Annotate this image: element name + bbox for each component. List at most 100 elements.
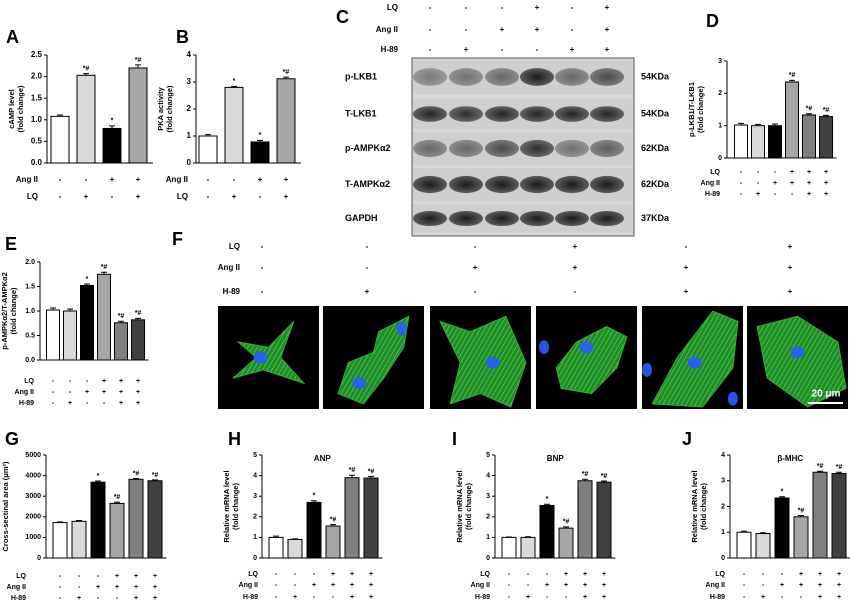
condition-name: H-89 <box>243 594 258 601</box>
y-tick-label: 1 <box>187 131 192 140</box>
blot-band <box>590 68 624 86</box>
condition-sign: - <box>207 175 210 184</box>
condition-sign: + <box>564 571 568 578</box>
condition-sign: + <box>583 594 587 601</box>
blot-band <box>590 140 624 157</box>
blot-band <box>520 140 554 157</box>
condition-sign: + <box>824 191 828 198</box>
significance-mark: * <box>313 493 316 500</box>
condition-sign: + <box>232 192 237 201</box>
condition-sign: + <box>77 595 81 602</box>
condition-sign: - <box>233 175 236 184</box>
condition-sign: + <box>583 582 587 589</box>
bar <box>110 503 124 558</box>
bar <box>103 128 121 163</box>
y-axis-label: Relative mRNA level <box>455 470 464 542</box>
bar <box>51 116 69 163</box>
condition-sign: + <box>136 400 140 407</box>
significance-mark: * <box>86 276 89 283</box>
significance-mark: *# <box>582 471 589 478</box>
condition-sign: - <box>571 25 574 34</box>
blot-row-label: p-AMPKα2 <box>345 143 391 153</box>
panel-letter: E <box>5 234 17 254</box>
y-tick-label: 2.5 <box>31 50 43 59</box>
condition-name: Ang II <box>7 584 26 591</box>
blot-band <box>485 106 519 122</box>
chart-title: ANP <box>314 454 332 463</box>
bar <box>769 126 782 158</box>
condition-sign: + <box>84 192 89 201</box>
bar <box>72 521 86 558</box>
y-tick-label: 0 <box>718 155 722 162</box>
y-tick-label: 3 <box>718 58 722 65</box>
micrograph <box>536 306 637 409</box>
condition-sign: - <box>685 242 688 251</box>
bar <box>502 537 516 558</box>
scale-bar-label: 20 μm <box>812 389 841 400</box>
condition-sign: + <box>119 400 123 407</box>
significance-mark: *# <box>806 106 813 113</box>
significance-mark: *# <box>789 72 796 79</box>
significance-mark: * <box>111 118 114 125</box>
condition-sign: - <box>261 263 264 272</box>
y-tick-label: 2.0 <box>25 259 35 266</box>
condition-sign: + <box>119 378 123 385</box>
panel-letter: A <box>6 27 19 47</box>
bar <box>735 125 748 158</box>
condition-sign: - <box>429 45 432 54</box>
y-tick-label: 4000 <box>25 472 41 479</box>
condition-sign: + <box>818 582 822 589</box>
condition-sign: + <box>115 584 119 591</box>
condition-sign: - <box>574 287 577 296</box>
y-tick-label: 1 <box>486 534 490 541</box>
blot-band <box>590 106 624 122</box>
condition-sign: + <box>526 594 530 601</box>
condition-sign: + <box>799 582 803 589</box>
y-tick-label: 2 <box>486 514 490 521</box>
y-axis-label: Cross-sectinal area (μm²) <box>1 461 10 552</box>
y-tick-label: 4 <box>187 50 192 59</box>
condition-sign: + <box>258 175 263 184</box>
condition-sign: + <box>331 571 335 578</box>
condition-sign: + <box>136 389 140 396</box>
condition-sign: + <box>331 582 335 589</box>
condition-sign: + <box>602 571 606 578</box>
y-tick-label: 1 <box>721 529 725 536</box>
condition-sign: + <box>134 584 138 591</box>
y-tick-label: 5000 <box>25 452 41 459</box>
y-tick-label: 4 <box>721 452 725 459</box>
condition-sign: + <box>790 169 794 176</box>
nucleus <box>253 352 267 364</box>
condition-sign: + <box>837 582 841 589</box>
significance-mark: *# <box>135 57 142 64</box>
condition-sign: - <box>501 45 504 54</box>
condition-sign: + <box>605 3 610 12</box>
y-axis-label: (fold change) <box>464 482 473 530</box>
condition-sign: - <box>501 3 504 12</box>
blot-size-label: 62KDa <box>641 143 670 153</box>
y-axis-label: PKA activity <box>156 86 165 130</box>
condition-sign: + <box>134 595 138 602</box>
y-tick-label: 0 <box>187 158 192 167</box>
significance-mark: * <box>259 132 262 139</box>
condition-sign: + <box>136 192 141 201</box>
blot-size-label: 54KDa <box>641 71 670 81</box>
y-axis-label: (fold change) <box>231 482 240 530</box>
bar <box>559 528 573 558</box>
condition-name: Ang II <box>706 582 725 589</box>
y-tick-label: 3 <box>721 478 725 485</box>
blot-band <box>449 211 483 226</box>
significance-mark: *# <box>330 516 337 523</box>
blot-band <box>413 106 447 122</box>
condition-name: LQ <box>27 192 38 201</box>
bar <box>803 115 816 158</box>
condition-name: H-89 <box>705 191 720 198</box>
nucleus <box>397 322 407 336</box>
y-axis-label: cAMP level <box>7 89 16 128</box>
condition-sign: + <box>684 263 689 272</box>
significance-mark: *# <box>349 467 356 474</box>
blot-band <box>590 211 624 226</box>
bar <box>269 537 283 558</box>
condition-name: Ang II <box>239 582 258 589</box>
y-tick-label: 1.0 <box>31 115 43 124</box>
